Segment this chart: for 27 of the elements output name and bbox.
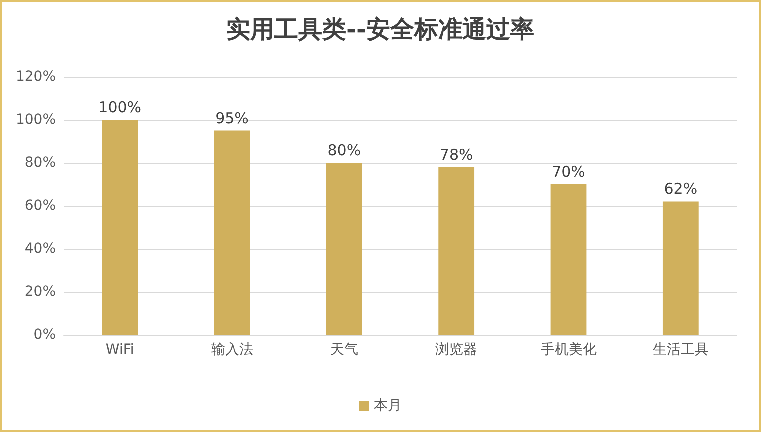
data-label: 80% xyxy=(328,142,362,160)
x-tick-label: WiFi xyxy=(106,342,134,358)
chart-title: 实用工具类--安全标准通过率 xyxy=(226,14,534,44)
y-tick-label: 120% xyxy=(16,69,56,85)
x-tick-label: 生活工具 xyxy=(652,342,709,358)
y-tick-label: 60% xyxy=(24,198,56,214)
x-tick-label: 输入法 xyxy=(211,342,254,358)
y-tick-label: 40% xyxy=(24,241,56,257)
data-label: 78% xyxy=(440,146,474,164)
x-tick-label: 天气 xyxy=(330,342,358,358)
bar xyxy=(214,130,250,335)
y-tick-label: 100% xyxy=(16,112,56,128)
data-label: 100% xyxy=(98,98,142,116)
data-label: 62% xyxy=(664,180,698,198)
bar xyxy=(550,184,587,335)
bar xyxy=(102,120,138,335)
legend-label: 本月 xyxy=(374,398,402,414)
y-tick-label: 80% xyxy=(24,155,56,171)
y-tick-label: 20% xyxy=(24,284,56,300)
y-tick-label: 0% xyxy=(34,327,56,343)
bar xyxy=(438,167,475,335)
bar xyxy=(662,202,699,335)
x-tick-label: 手机美化 xyxy=(540,342,597,358)
bar xyxy=(326,163,362,335)
data-label: 70% xyxy=(552,163,586,181)
data-label: 95% xyxy=(216,109,249,128)
x-tick-label: 浏览器 xyxy=(436,342,478,358)
